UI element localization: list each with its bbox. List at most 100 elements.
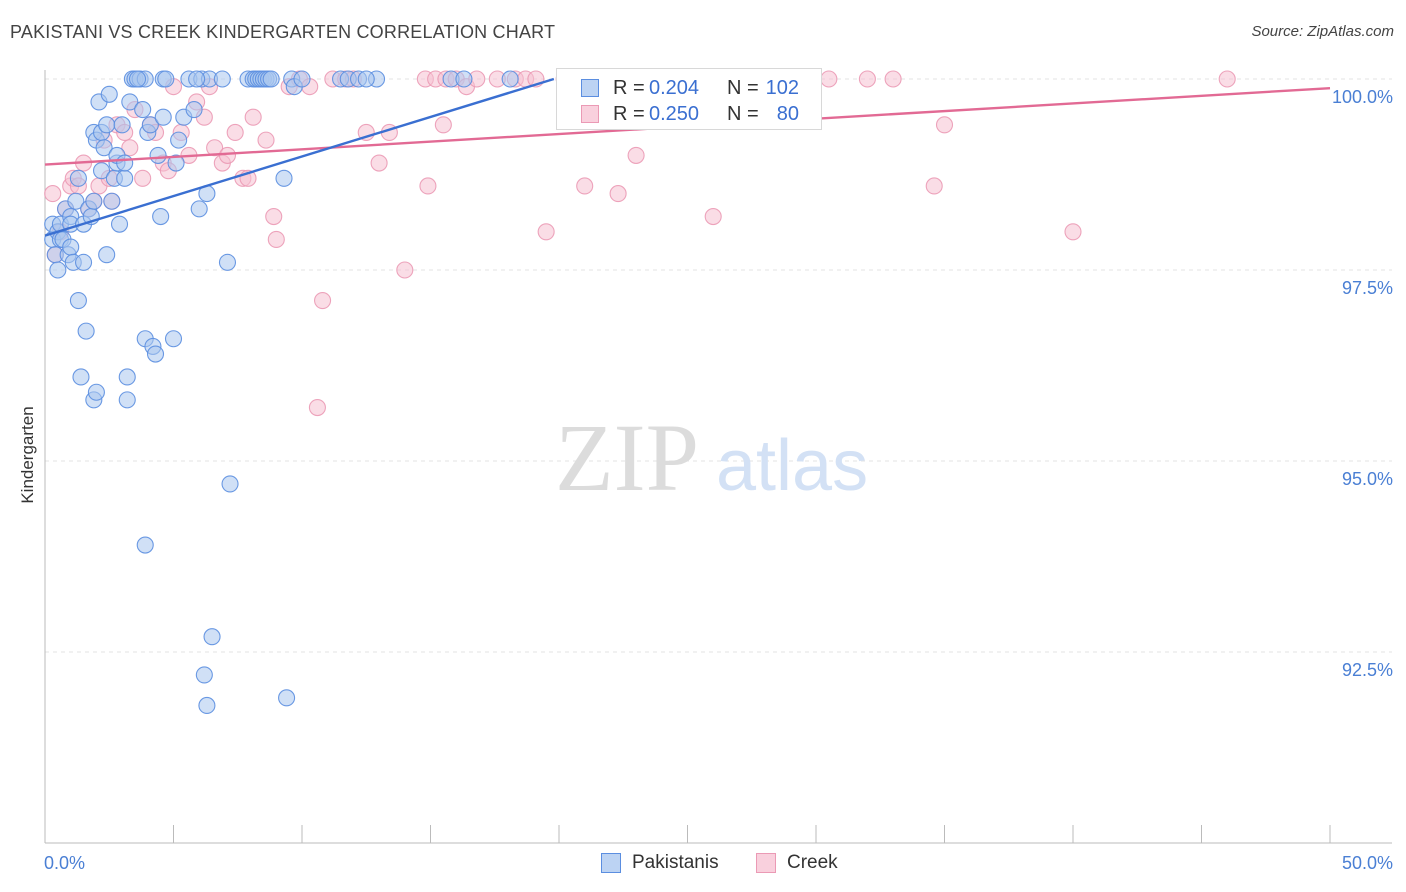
n-label: N = <box>727 77 759 99</box>
pakistanis-point-74 <box>203 628 221 646</box>
y-tick-label-0: 92.5% <box>1342 660 1393 680</box>
creek-point-68 <box>627 146 645 164</box>
x-tick-label-1: 50.0% <box>1342 853 1393 873</box>
pakistanis-point-57 <box>149 146 167 164</box>
pakistanis-point-101 <box>188 70 206 88</box>
pakistanis-point-45 <box>121 93 139 111</box>
pakistanis-point-70 <box>195 666 213 684</box>
creek-point-18 <box>134 169 152 187</box>
n-value: 102 <box>765 77 799 99</box>
pakistanis-point-33 <box>98 246 116 264</box>
pakistanis-point-86 <box>262 70 280 88</box>
creek-point-16 <box>121 139 139 157</box>
creek-point-67 <box>609 185 627 203</box>
n-label: N = <box>727 103 759 125</box>
pakistanis-point-31 <box>95 139 113 157</box>
y-tick-label-3: 100.0% <box>1332 87 1393 107</box>
creek-point-77 <box>935 116 954 134</box>
watermark-atlas: atlas <box>716 426 868 506</box>
pakistanis-point-54 <box>141 116 159 134</box>
legend-swatch-blue <box>581 79 599 97</box>
pakistanis-point-64 <box>170 131 188 149</box>
source-label: Source: ZipAtlas.com <box>1251 23 1394 40</box>
pakistanis-point-24 <box>85 192 103 210</box>
creek-point-43 <box>314 292 332 310</box>
watermark: ZIP atlas <box>555 404 868 511</box>
r-value: 0.204 <box>649 77 700 99</box>
r-label: R = <box>613 77 645 99</box>
legend-label-pakistanis: Pakistanis <box>632 852 719 873</box>
creek-point-37 <box>265 207 283 226</box>
pakistanis-point-59 <box>154 108 172 126</box>
creek-point-79 <box>1218 70 1236 88</box>
legend-swatch-pink <box>756 853 776 873</box>
pakistanis-point-56 <box>146 345 165 363</box>
pakistanis-point-63 <box>167 154 185 172</box>
series-legend: Pakistanis Creek <box>0 852 1406 878</box>
pakistanis-point-52 <box>136 536 154 554</box>
pakistanis-point-14 <box>67 192 85 210</box>
creek-point-32 <box>226 123 244 142</box>
creek-point-74 <box>858 70 876 88</box>
chart-title: PAKISTANI VS CREEK KINDERGARTEN CORRELAT… <box>10 22 556 42</box>
pakistanis-point-27 <box>87 383 105 401</box>
gridlines <box>45 78 1392 653</box>
pakistanis-point-20 <box>77 322 95 340</box>
pakistanis-point-17 <box>72 368 90 386</box>
pakistanis-trend-line <box>44 77 555 237</box>
creek-point-36 <box>257 131 275 149</box>
pakistanis-point-75 <box>213 70 231 88</box>
creek-point-56 <box>434 116 452 134</box>
pakistanis-point-42 <box>116 154 134 172</box>
pakistanis-point-12 <box>62 238 80 256</box>
pakistanis-point-19 <box>75 253 93 271</box>
pakistanis-point-88 <box>278 689 296 707</box>
pakistanis-point-35 <box>103 192 121 210</box>
creek-point-31 <box>218 146 237 164</box>
watermark-zip: ZIP <box>555 404 699 511</box>
pakistanis-point-67 <box>185 101 203 119</box>
creek-point-52 <box>419 177 437 195</box>
pakistanis-point-15 <box>69 169 87 187</box>
pakistanis-point-34 <box>100 85 118 103</box>
r-value: 0.250 <box>649 103 700 125</box>
creek-point-50 <box>396 261 414 279</box>
pakistanis-point-100 <box>128 70 147 88</box>
legend-swatch-blue <box>601 853 621 873</box>
pakistanis-point-43 <box>118 368 136 386</box>
pakistanis-point-76 <box>218 253 237 271</box>
pakistanis-point-32 <box>98 116 116 134</box>
creek-point-75 <box>884 70 902 88</box>
legend-row-creek: R = 0.250 N = 80 <box>557 101 821 127</box>
y-tick-label-1: 95.0% <box>1342 469 1393 489</box>
pakistanis-point-61 <box>157 70 175 88</box>
creek-point-38 <box>267 230 285 248</box>
legend-swatch-pink <box>581 105 599 123</box>
pakistanis-point-87 <box>275 169 293 187</box>
creek-point-63 <box>537 223 555 241</box>
stats-legend: R = 0.204 N = 102 R = 0.250 N = 80 <box>556 68 822 130</box>
n-value: 80 <box>776 103 799 125</box>
pakistanis-point-97 <box>455 70 473 88</box>
pakistanis-point-16 <box>69 292 87 310</box>
pakistanis-point-44 <box>118 391 136 409</box>
tick-labels: 92.5% 95.0% 97.5% 100.0% 0.0% 50.0% <box>44 87 1393 873</box>
creek-point-65 <box>576 177 594 195</box>
legend-label-creek: Creek <box>787 852 838 873</box>
pakistanis-point-77 <box>221 475 239 493</box>
creek-point-48 <box>370 154 388 172</box>
creek-point-73 <box>820 70 838 88</box>
pakistanis-point-71 <box>198 696 216 715</box>
pakistanis-point-68 <box>190 200 208 218</box>
x-tick-label-0: 0.0% <box>44 853 85 873</box>
creek-point-76 <box>925 177 943 195</box>
r-label: R = <box>613 103 645 125</box>
creek-point-35 <box>244 108 262 126</box>
pakistanis-point-3 <box>49 261 67 279</box>
creek-point-0 <box>44 185 62 203</box>
creek-point-42 <box>308 398 326 417</box>
pakistanis-point-62 <box>164 330 183 348</box>
pakistanis-point-40 <box>113 116 131 134</box>
axes <box>44 70 1392 844</box>
